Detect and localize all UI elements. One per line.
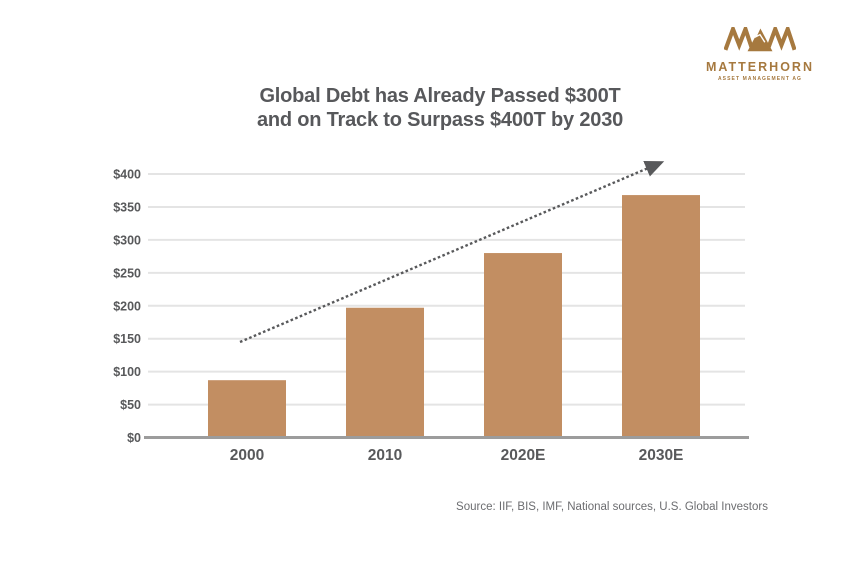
- bar-2000: [208, 380, 286, 438]
- y-axis-tick-label: $50: [120, 398, 141, 412]
- logo-wordmark: MATTERHORN: [706, 60, 814, 74]
- y-axis-tick-label: $350: [113, 200, 141, 214]
- source-attribution: Source: IIF, BIS, IMF, National sources,…: [456, 501, 768, 513]
- x-axis-label-2030E: 2030E: [639, 447, 684, 464]
- y-axis-tick-label: $250: [113, 266, 141, 280]
- x-axis-label-2010: 2010: [368, 447, 402, 464]
- trend-arrow: [239, 161, 665, 344]
- chart-title: Global Debt has Already Passed $300T and…: [140, 84, 740, 132]
- logo-mountain-ridge: [754, 27, 766, 43]
- y-axis-tick-label: $200: [113, 299, 141, 313]
- logo-mountain-icon: [747, 27, 773, 52]
- y-axis-tick-label: $100: [113, 365, 141, 379]
- mam-monogram-icon: [723, 23, 797, 52]
- logo-letter-m-left: [723, 23, 755, 51]
- matterhorn-logo: MATTERHORN ASSET MANAGEMENT AG: [700, 23, 820, 82]
- y-axis-tick-label: $150: [113, 332, 141, 346]
- y-axis-tick-label: $0: [127, 431, 141, 445]
- chart-title-line1: Global Debt has Already Passed $300T: [259, 85, 621, 107]
- bar-2020E: [484, 253, 562, 438]
- logo-letter-m-right: [765, 23, 797, 51]
- y-axis-tick-label: $300: [113, 233, 141, 247]
- bar-2010: [346, 307, 424, 438]
- y-axis-tick-label: $400: [113, 168, 141, 182]
- x-axis-label-2000: 2000: [230, 447, 264, 464]
- bar-2030E: [622, 195, 700, 438]
- chart-title-line2: and on Track to Surpass $400T by 2030: [256, 109, 624, 131]
- logo-subtitle: ASSET MANAGEMENT AG: [717, 76, 803, 82]
- x-axis-label-2020E: 2020E: [501, 447, 546, 464]
